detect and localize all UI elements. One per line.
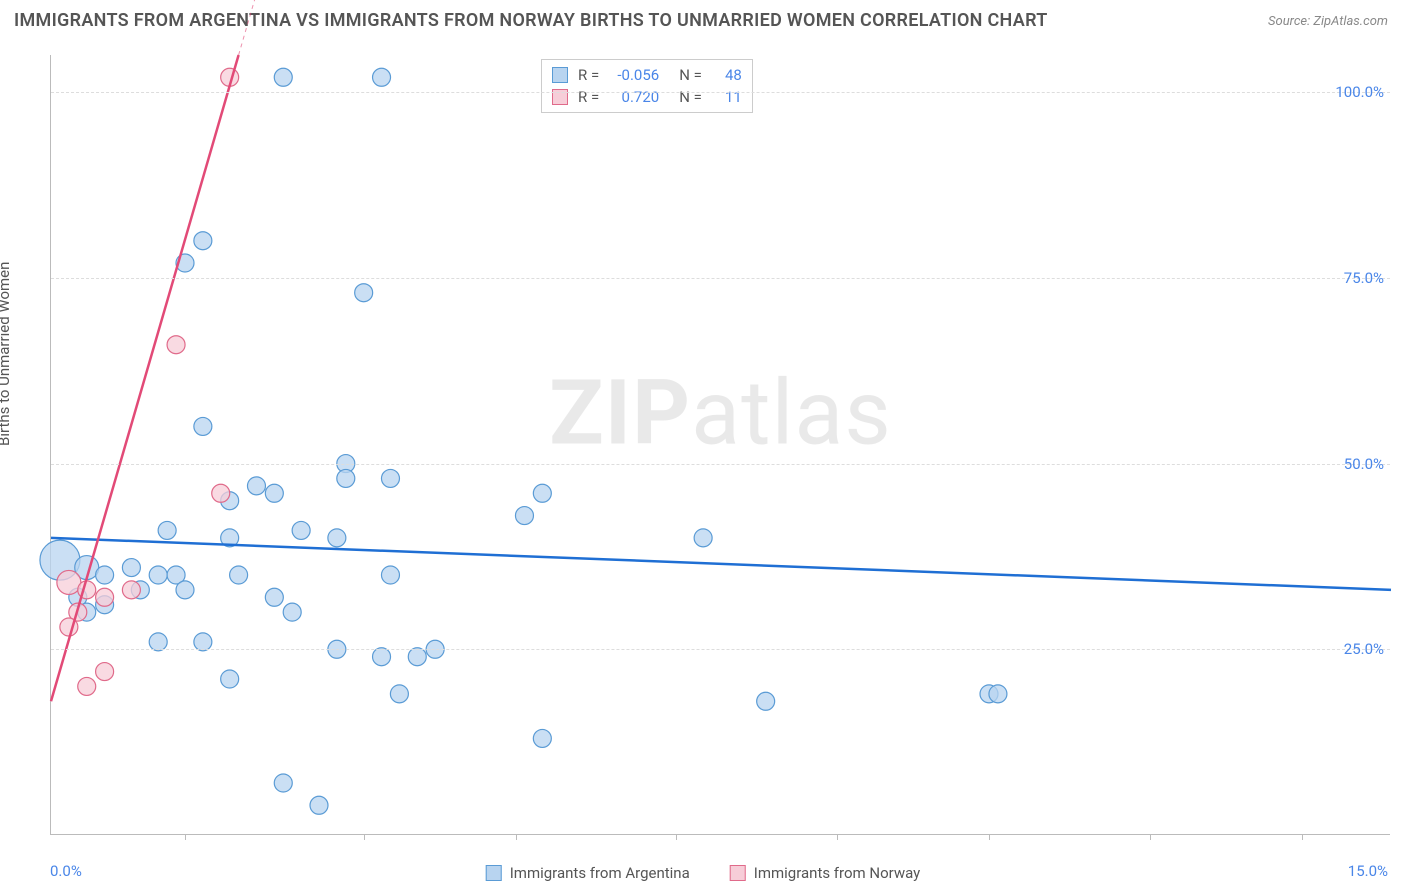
series-swatch (552, 67, 568, 83)
data-point (373, 68, 391, 86)
data-point (265, 484, 283, 502)
y-tick-label: 50.0% (1344, 455, 1384, 473)
x-tick-mark (676, 834, 677, 840)
data-point (515, 507, 533, 525)
series-swatch (486, 865, 502, 881)
data-point (283, 603, 301, 621)
n-value: 11 (712, 86, 742, 108)
correlation-legend: R = -0.056 N = 48 R = 0.720 N = 11 (541, 59, 753, 113)
data-point (310, 796, 328, 814)
data-point (96, 566, 114, 584)
x-tick-mark (364, 834, 365, 840)
n-value: 48 (712, 64, 742, 86)
data-point (408, 648, 426, 666)
n-label: N = (679, 64, 702, 86)
chart-title: IMMIGRANTS FROM ARGENTINA VS IMMIGRANTS … (14, 10, 1048, 31)
data-point (212, 484, 230, 502)
r-value: -0.056 (609, 64, 659, 86)
data-point (158, 521, 176, 539)
x-tick-mark (516, 834, 517, 840)
data-point (78, 677, 96, 695)
data-point (96, 663, 114, 681)
correlation-row: R = -0.056 N = 48 (552, 64, 742, 86)
gridline (51, 278, 1390, 279)
legend-label: Immigrants from Argentina (510, 864, 690, 882)
data-point (194, 633, 212, 651)
regression-line (51, 55, 239, 701)
legend-item: Immigrants from Argentina (486, 864, 690, 882)
correlation-row: R = 0.720 N = 11 (552, 86, 742, 108)
data-point (989, 685, 1007, 703)
r-label: R = (578, 86, 599, 108)
data-point (265, 588, 283, 606)
data-point (274, 68, 292, 86)
x-tick-mark (1302, 834, 1303, 840)
data-point (533, 484, 551, 502)
legend-label: Immigrants from Norway (754, 864, 921, 882)
y-tick-label: 75.0% (1344, 269, 1384, 287)
y-tick-label: 25.0% (1344, 640, 1384, 658)
data-point (176, 581, 194, 599)
data-point (167, 336, 185, 354)
data-point (194, 232, 212, 250)
data-point (122, 581, 140, 599)
data-point (274, 774, 292, 792)
data-point (381, 469, 399, 487)
data-point (390, 685, 408, 703)
y-axis-label: Births to Unmarried Women (0, 262, 13, 446)
r-value: 0.720 (609, 86, 659, 108)
data-point (757, 692, 775, 710)
gridline (51, 464, 1390, 465)
series-swatch (730, 865, 746, 881)
regression-line (51, 538, 1391, 590)
y-tick-label: 100.0% (1335, 83, 1384, 101)
data-point (122, 559, 140, 577)
x-tick-mark (185, 834, 186, 840)
x-axis-max-label: 15.0% (1348, 862, 1388, 880)
data-point (96, 588, 114, 606)
data-point (355, 284, 373, 302)
series-legend: Immigrants from Argentina Immigrants from… (486, 864, 921, 882)
x-tick-mark (1150, 834, 1151, 840)
r-label: R = (578, 64, 599, 86)
gridline (51, 92, 1390, 93)
n-label: N = (679, 86, 702, 108)
data-point (328, 529, 346, 547)
x-tick-mark (989, 834, 990, 840)
data-point (149, 566, 167, 584)
gridline (51, 649, 1390, 650)
data-point (221, 670, 239, 688)
data-point (694, 529, 712, 547)
data-point (247, 477, 265, 495)
data-point (533, 729, 551, 747)
data-point (337, 469, 355, 487)
data-point (230, 566, 248, 584)
chart-svg (51, 55, 1390, 834)
data-point (373, 648, 391, 666)
data-point (194, 417, 212, 435)
x-tick-mark (837, 834, 838, 840)
source-attribution: Source: ZipAtlas.com (1268, 14, 1388, 29)
plot-area: ZIPatlas R =-0.056N =48R =0.720N =11 25.… (50, 55, 1390, 835)
data-point (149, 633, 167, 651)
data-point (381, 566, 399, 584)
data-point (292, 521, 310, 539)
x-axis-min-label: 0.0% (50, 862, 82, 880)
legend-item: Immigrants from Norway (730, 864, 921, 882)
